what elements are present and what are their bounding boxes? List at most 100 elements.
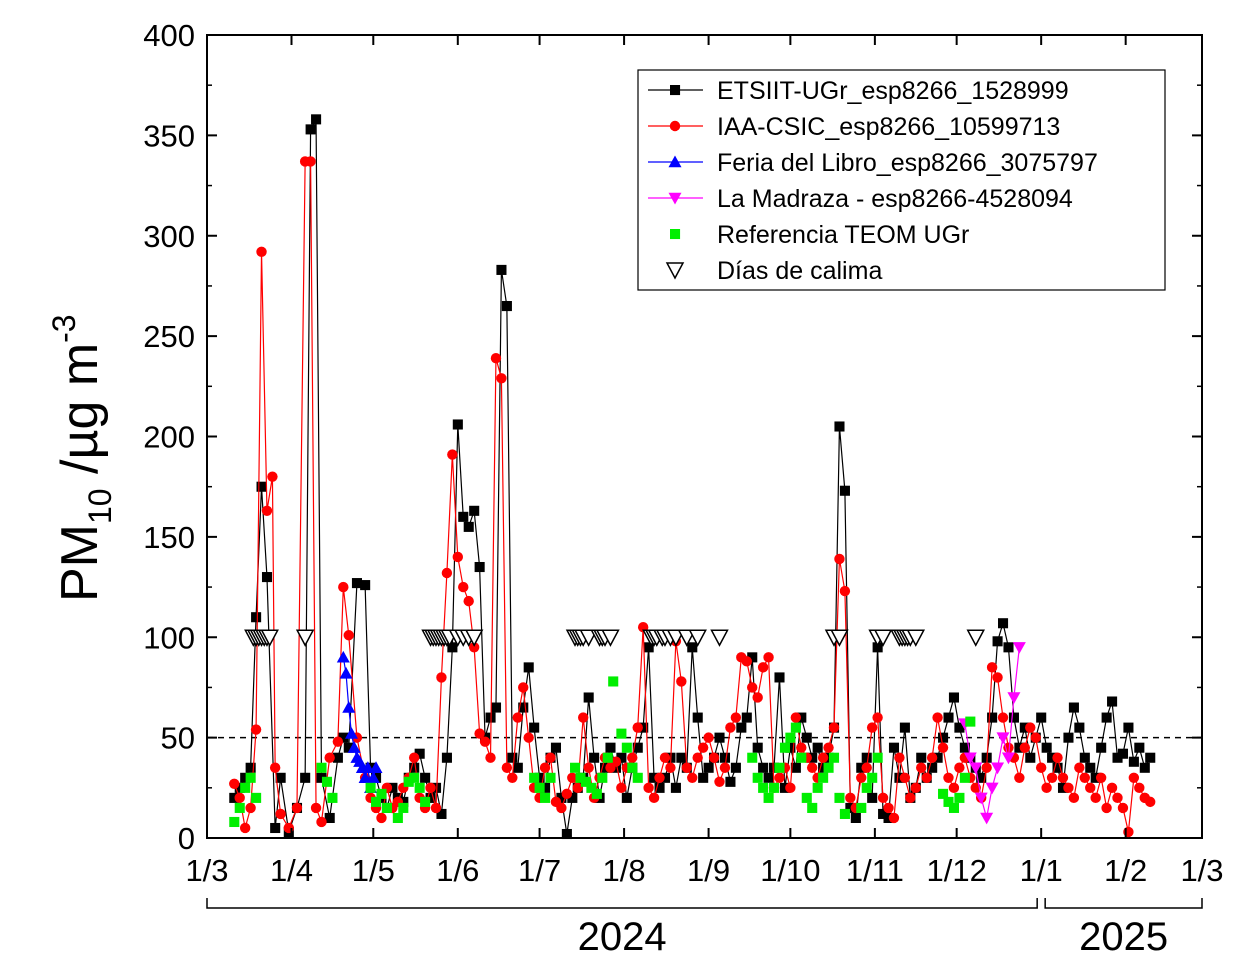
data-point (677, 629, 697, 647)
x-tick-label: 1/3 (185, 853, 228, 888)
data-point (974, 792, 988, 805)
series-2 (336, 650, 383, 794)
data-point (436, 808, 447, 819)
data-point (703, 762, 714, 773)
data-point (666, 629, 686, 647)
data-point (621, 792, 632, 803)
data-point (409, 772, 420, 783)
data-point (1046, 772, 1058, 783)
data-point (300, 772, 311, 783)
data-point (430, 782, 442, 793)
data-point (610, 756, 622, 767)
data-point (938, 732, 949, 743)
data-point (877, 792, 889, 804)
data-point (332, 752, 343, 763)
data-point (366, 771, 380, 783)
data-point (719, 762, 731, 773)
data-point (991, 762, 1005, 775)
data-point (291, 802, 303, 814)
data-point (575, 772, 586, 783)
data-point (1134, 782, 1145, 794)
data-point (1041, 742, 1052, 753)
data-point (1041, 782, 1052, 794)
data-point (529, 722, 540, 733)
data-point (790, 762, 801, 773)
data-point (1074, 722, 1085, 733)
data-point (1106, 782, 1118, 794)
data-point (469, 505, 480, 516)
data-point (490, 702, 502, 713)
data-point (714, 776, 725, 787)
data-point (758, 782, 769, 793)
data-point (785, 732, 796, 743)
data-point (801, 732, 812, 743)
data-point (441, 567, 453, 579)
data-point (245, 762, 256, 773)
data-point (1057, 782, 1069, 793)
data-point (932, 752, 943, 763)
data-point (589, 752, 600, 763)
data-point (632, 722, 643, 733)
data-point (976, 772, 987, 783)
data-point (714, 732, 725, 743)
data-point (1090, 772, 1101, 783)
data-point (324, 812, 335, 823)
data-point (1063, 732, 1074, 743)
data-point (927, 762, 938, 773)
data-point (570, 762, 581, 773)
data-point (817, 752, 829, 763)
x-tick-label: 1/1 (1020, 853, 1063, 888)
y-tick-label: 300 (143, 219, 195, 254)
data-point (1057, 772, 1069, 783)
data-point (1128, 772, 1140, 783)
series-3 (958, 642, 1026, 825)
data-point (1035, 762, 1047, 773)
data-point (872, 752, 883, 763)
y-tick-label: 350 (143, 118, 195, 153)
data-point (1112, 792, 1123, 804)
data-point (561, 788, 573, 800)
data-point (351, 578, 363, 589)
data-point (267, 471, 278, 482)
data-point (866, 722, 878, 733)
data-point (627, 752, 638, 763)
data-point (719, 752, 731, 763)
data-point (834, 421, 845, 432)
data-point (954, 722, 965, 733)
data-point (501, 762, 513, 773)
data-point (376, 812, 387, 824)
data-point (518, 682, 529, 693)
data-point (311, 114, 322, 125)
legend-label: IAA-CSIC_esp8266_10599713 (717, 113, 1060, 141)
data-point (1079, 752, 1090, 763)
data-point (943, 796, 954, 807)
legend-marker (668, 192, 682, 205)
data-point (316, 762, 327, 773)
data-point (992, 636, 1003, 647)
data-point (409, 762, 420, 773)
data-point (943, 772, 954, 783)
data-point (234, 782, 245, 793)
data-point (801, 792, 812, 803)
data-point (468, 642, 480, 653)
data-point (659, 752, 671, 763)
data-point (234, 792, 245, 804)
data-point (741, 656, 752, 667)
data-point (270, 822, 281, 834)
data-point (643, 782, 654, 794)
data-point (550, 742, 562, 753)
year-bracket (206, 898, 1038, 909)
data-point (579, 629, 598, 647)
data-point (361, 761, 375, 773)
data-point (818, 762, 829, 773)
data-point (1101, 712, 1112, 723)
data-point (654, 772, 665, 783)
data-point (545, 772, 556, 783)
data-point (676, 752, 687, 763)
data-point (316, 772, 327, 783)
legend-marker (670, 85, 681, 96)
legend-box (637, 69, 1166, 291)
data-point (561, 828, 572, 840)
data-point (529, 772, 540, 783)
